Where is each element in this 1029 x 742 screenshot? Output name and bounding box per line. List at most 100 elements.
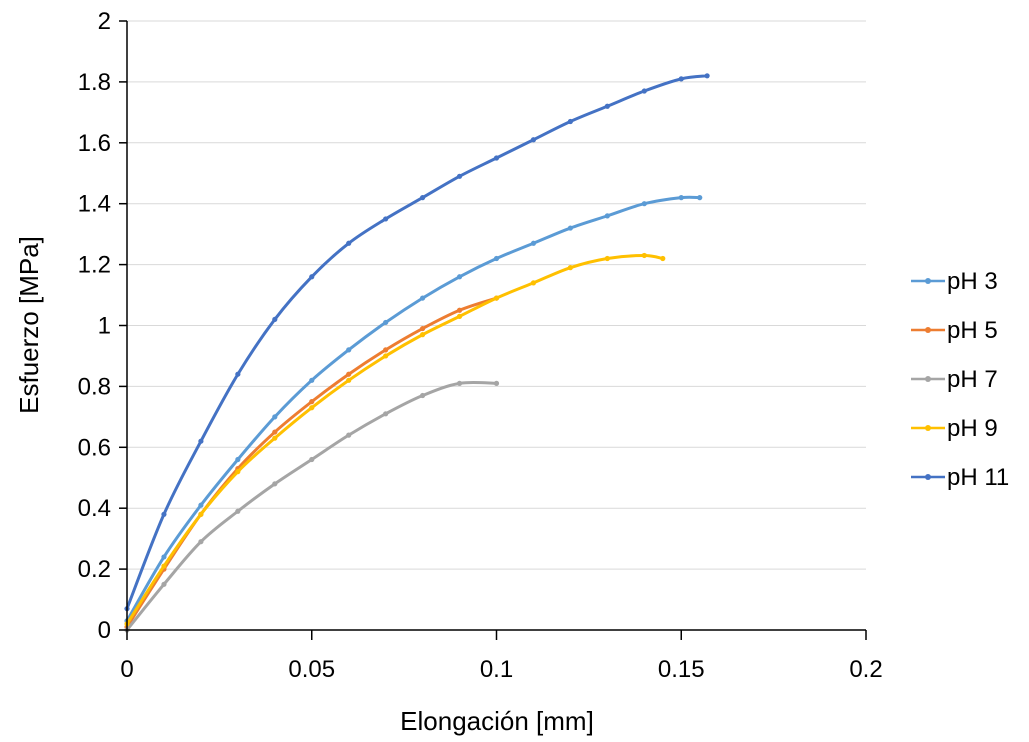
- data-point: [383, 353, 389, 359]
- data-point: [309, 405, 315, 411]
- legend-marker: [925, 425, 931, 431]
- data-point: [235, 371, 241, 377]
- data-point: [420, 332, 426, 338]
- data-point: [493, 380, 500, 386]
- data-point: [346, 377, 352, 383]
- series-line-ph-11: [125, 74, 708, 610]
- data-point: [272, 316, 278, 323]
- y-tick-label: 0.6: [78, 434, 111, 461]
- data-point: [567, 118, 574, 125]
- x-ticks: 0 0.05 0.1 0.15 0.2: [120, 630, 883, 683]
- gridlines: [127, 20, 866, 570]
- data-point: [383, 411, 389, 417]
- x-tick-label: 0.2: [849, 656, 882, 683]
- y-tick-label: 1.2: [78, 252, 111, 279]
- data-point: [456, 173, 463, 179]
- data-point: [272, 481, 278, 487]
- data-point: [346, 432, 352, 438]
- data-point: [198, 511, 204, 517]
- y-tick-label: 0.2: [78, 556, 111, 583]
- series-ph-11: [124, 73, 710, 612]
- data-point: [198, 502, 204, 508]
- legend-item-ph-3: pH 3: [911, 268, 998, 295]
- y-tick-label: 1.6: [78, 130, 111, 157]
- data-point: [198, 539, 204, 545]
- data-point: [346, 347, 352, 353]
- legend-marker: [925, 327, 931, 333]
- data-point: [309, 456, 315, 463]
- data-point: [420, 392, 426, 399]
- data-point: [678, 76, 684, 82]
- legend-marker: [925, 376, 931, 382]
- x-axis-title: Elongación [mm]: [400, 706, 594, 736]
- data-point: [678, 195, 684, 201]
- data-point: [272, 435, 278, 441]
- data-point: [641, 201, 647, 207]
- data-point: [383, 216, 389, 222]
- data-point: [604, 213, 610, 219]
- data-point: [493, 155, 500, 161]
- data-point: [493, 255, 500, 262]
- series-line-ph-9: [125, 253, 664, 625]
- data-point: [161, 554, 167, 560]
- series-ph-7: [124, 380, 500, 633]
- data-point: [420, 295, 426, 301]
- data-point: [161, 511, 167, 517]
- legend-item-ph-11: pH 11: [911, 464, 1009, 491]
- data-point: [420, 325, 426, 332]
- data-point: [456, 380, 463, 386]
- x-tick-label: 0.15: [658, 656, 705, 683]
- data-point: [235, 508, 241, 514]
- data-point: [456, 313, 463, 319]
- data-point: [383, 319, 389, 326]
- legend-item-ph-9: pH 9: [911, 415, 998, 442]
- x-tick-label: 0.1: [480, 656, 513, 683]
- data-point: [272, 414, 278, 420]
- legend-label: pH 3: [947, 268, 998, 295]
- data-point: [456, 307, 463, 313]
- series-ph-9: [124, 252, 666, 627]
- data-point: [604, 103, 610, 109]
- data-point: [604, 255, 610, 262]
- data-point: [456, 274, 463, 280]
- y-axis-title: Esfuerzo [MPa]: [14, 236, 44, 414]
- data-point: [493, 295, 500, 301]
- data-point: [235, 469, 241, 475]
- data-point: [704, 73, 710, 79]
- legend-label: pH 11: [947, 464, 1009, 491]
- data-point: [530, 137, 537, 143]
- legend-label: pH 7: [947, 366, 998, 393]
- legend-item-ph-5: pH 5: [911, 317, 998, 344]
- x-tick-label: 0: [120, 656, 133, 683]
- data-point: [641, 252, 647, 259]
- legend-label: pH 9: [947, 415, 998, 442]
- data-point: [383, 347, 389, 353]
- data-point: [198, 438, 204, 444]
- y-tick-label: 0.4: [78, 495, 111, 522]
- legend-label: pH 5: [947, 317, 998, 344]
- series-layer: [124, 73, 710, 633]
- data-point: [309, 274, 315, 280]
- y-tick-label: 1.4: [78, 191, 111, 218]
- data-point: [641, 88, 647, 94]
- y-tick-label: 0.8: [78, 373, 111, 400]
- data-point: [697, 195, 703, 201]
- data-point: [346, 240, 352, 246]
- data-point: [309, 377, 315, 383]
- data-point: [530, 280, 537, 286]
- data-point: [161, 581, 167, 587]
- data-point: [660, 255, 666, 262]
- data-point: [567, 265, 574, 271]
- legend-marker: [925, 278, 931, 284]
- y-tick-label: 1.8: [78, 69, 111, 96]
- data-point: [530, 240, 537, 246]
- y-ticks: 0 0.2 0.4 0.6 0.8 1 1.2 1.4 1.6 1.8 2: [78, 8, 127, 644]
- data-point: [309, 399, 315, 405]
- data-point: [346, 371, 352, 377]
- data-point: [272, 429, 278, 435]
- x-tick-label: 0.05: [288, 656, 335, 683]
- y-tick-label: 0: [98, 617, 111, 644]
- y-tick-label: 1: [98, 313, 111, 340]
